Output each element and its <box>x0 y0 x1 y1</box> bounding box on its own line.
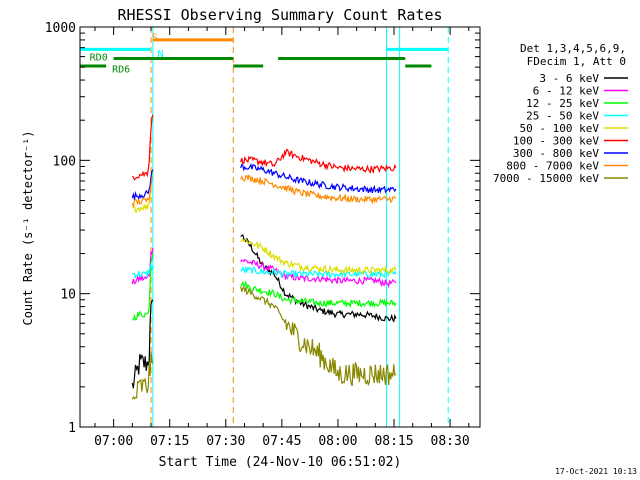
series-line-5-seg-0 <box>131 114 154 181</box>
x-tick-label: 07:15 <box>150 434 189 449</box>
plot-frame <box>79 26 481 428</box>
legend-header-line-1: FDecim 1, Att 0 <box>527 55 626 68</box>
plot-area: SN RD0 RD6 <box>80 27 449 427</box>
series-line-6-seg-0 <box>131 169 154 201</box>
chart-title: RHESSI Observing Summary Count Rates <box>117 6 442 24</box>
flag-label-n: N <box>157 49 163 60</box>
series-line-8-seg-0 <box>131 351 154 400</box>
flag-label-s: S <box>152 32 158 43</box>
series-line-5-seg-1 <box>240 148 397 175</box>
legend-label-2: 12 - 25 keV <box>526 97 599 110</box>
series-line-6-seg-1 <box>240 162 397 194</box>
x-tick-label: 07:00 <box>94 434 133 449</box>
footer-timestamp: 17-Oct-2021 10:13 <box>555 467 637 476</box>
series-line-7-seg-0 <box>131 176 154 208</box>
legend-label-3: 25 - 50 keV <box>526 110 599 123</box>
x-tick-label: 08:30 <box>431 434 470 449</box>
x-tick-label: 08:00 <box>318 434 357 449</box>
series-line-0-seg-0 <box>131 299 154 389</box>
y-tick-label: 100 <box>53 154 76 169</box>
series-line-3-seg-1 <box>240 265 397 279</box>
series-line-2-seg-0 <box>132 253 154 321</box>
y-tick-label: 1000 <box>45 21 76 36</box>
x-tick-label: 07:45 <box>262 434 301 449</box>
axes: 07:00 07:15 07:30 07:45 08:00 08:15 08:30 1 10 10… <box>45 21 480 449</box>
legend-label-6: 300 - 800 keV <box>513 147 599 160</box>
series-line-0-seg-1 <box>240 234 397 323</box>
series-line-8-seg-1 <box>240 285 397 387</box>
series-line-4-seg-1 <box>240 238 397 276</box>
legend-header-line-0: Det 1,3,4,5,6,9, <box>520 42 626 55</box>
legend-label-5: 100 - 300 keV <box>513 135 599 148</box>
legend-label-4: 50 - 100 keV <box>520 122 600 135</box>
y-tick-label: 1 <box>68 421 76 436</box>
legend-label-0: 3 - 6 keV <box>539 72 599 85</box>
x-tick-label: 07:30 <box>206 434 245 449</box>
legend-label-7: 800 - 7000 keV <box>506 160 599 173</box>
flag-label-rd6: RD6 <box>112 64 130 75</box>
legend-header: Det 1,3,4,5,6,9,FDecim 1, Att 0 <box>520 42 626 68</box>
series-line-7-seg-1 <box>240 174 397 205</box>
series-line-2-seg-1 <box>240 280 397 309</box>
x-tick-label: 08:15 <box>374 434 413 449</box>
y-tick-label: 10 <box>60 288 76 303</box>
x-axis-label: Start Time (24-Nov-10 06:51:02) <box>159 455 402 470</box>
legend-label-1: 6 - 12 keV <box>533 85 600 98</box>
legend-label-8: 7000 - 15000 keV <box>493 172 599 185</box>
series-line-3-seg-0 <box>131 262 154 279</box>
flag-label-rd0: RD0 <box>90 53 108 64</box>
y-axis-label: Count Rate (s⁻¹ detector⁻¹) <box>21 130 35 325</box>
